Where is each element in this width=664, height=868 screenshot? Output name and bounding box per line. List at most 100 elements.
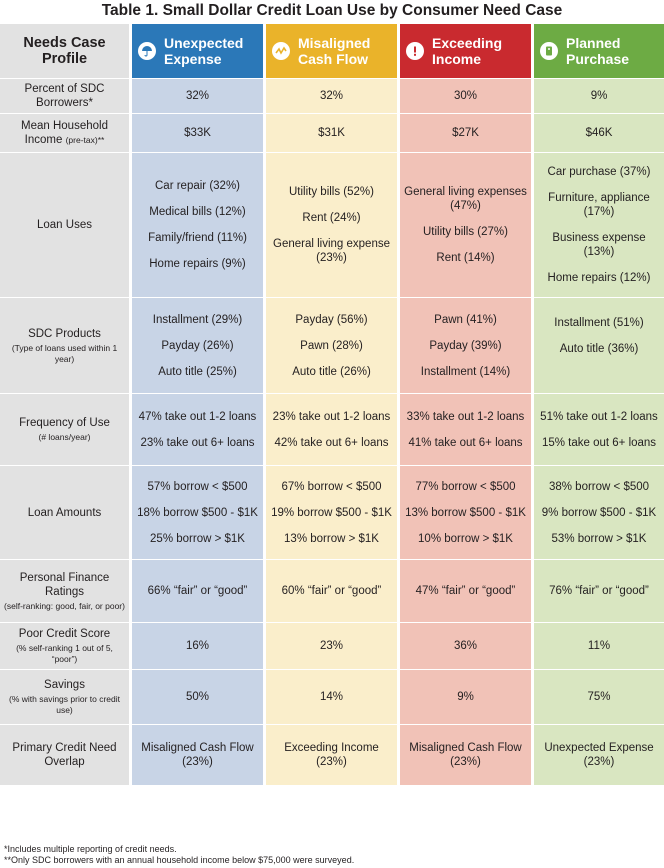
- row-label: Frequency of Use (# loans/year): [0, 394, 132, 465]
- list-item: Auto title (36%): [559, 343, 639, 355]
- row-label-text: Frequency of Use: [19, 417, 110, 429]
- row-label-sub: (pre-tax)**: [65, 135, 105, 145]
- row-label-sub: (# loans/year): [38, 432, 91, 442]
- row-label-text: Loan Uses: [37, 219, 92, 231]
- header-planned-purchase: Planned Purchase: [534, 24, 664, 78]
- profile-header: Needs Case Profile: [0, 24, 132, 78]
- list-item: Rent (24%): [302, 212, 361, 224]
- list-item: 15% take out 6+ loans: [541, 436, 657, 449]
- row-label: SDC Products (Type of loans used within …: [0, 298, 132, 393]
- row-label-text: Loan Amounts: [27, 506, 102, 519]
- list-item: General living expenses (47%): [404, 186, 527, 212]
- table-cell: 75%: [534, 670, 664, 724]
- list-item: Pawn (41%): [434, 313, 497, 326]
- row-label: Mean Household Income (pre-tax)**: [0, 114, 132, 152]
- table-cell: Pawn (41%) Payday (39%) Installment (14%…: [400, 298, 534, 393]
- table-cell: 23%: [266, 623, 400, 669]
- table-cell: Utility bills (52%) Rent (24%) General l…: [266, 153, 400, 297]
- list-item: 38% borrow < $500: [548, 480, 650, 493]
- table-cell: Misaligned Cash Flow (23%): [132, 725, 266, 785]
- list-item: 23% take out 1-2 loans: [272, 410, 391, 423]
- list-item: Car purchase (37%): [547, 166, 651, 178]
- row-label-text: Percent of SDC Borrowers*: [24, 83, 105, 109]
- list-item: Payday (56%): [295, 313, 368, 326]
- table-cell: 30%: [400, 79, 534, 113]
- list-item: Pawn (28%): [300, 339, 363, 352]
- list-item: Furniture, appliance (17%): [548, 192, 650, 218]
- table-cell: 76% “fair” or “good”: [534, 560, 664, 622]
- needs-case-table: Needs Case Profile Unexpected Expense Mi…: [0, 24, 664, 785]
- table-cell: 14%: [266, 670, 400, 724]
- table-cell: Misaligned Cash Flow (23%): [400, 725, 534, 785]
- table-cell: $31K: [266, 114, 400, 152]
- header-unexpected-expense: Unexpected Expense: [132, 24, 266, 78]
- table-cell: $46K: [534, 114, 664, 152]
- table-row: Poor Credit Score (% self-ranking 1 out …: [0, 623, 664, 670]
- list-item: 53% borrow > $1K: [551, 532, 647, 545]
- table-cell: 38% borrow < $500 9% borrow $500 - $1K 5…: [534, 466, 664, 559]
- table-row: Percent of SDC Borrowers* 32% 32% 30% 9%: [0, 79, 664, 114]
- table-cell: 47% “fair” or “good”: [400, 560, 534, 622]
- row-label-text: Savings: [44, 679, 85, 691]
- list-item: Utility bills (27%): [423, 226, 508, 238]
- list-item: 51% take out 1-2 loans: [540, 410, 658, 423]
- row-label-text: Mean Household Income (pre-tax)**: [4, 119, 125, 147]
- table-row: Loan Uses Car repair (32%) Medical bills…: [0, 153, 664, 298]
- list-item: 19% borrow $500 - $1K: [271, 506, 392, 519]
- price-tag-icon: [540, 42, 558, 60]
- footnote: *Includes multiple reporting of credit n…: [4, 844, 177, 854]
- table-cell: $27K: [400, 114, 534, 152]
- row-label-text: Primary Credit Need Overlap: [12, 742, 117, 768]
- table-cell: 47% take out 1-2 loans 23% take out 6+ l…: [132, 394, 266, 465]
- row-label-sub: (% with savings prior to credit use): [8, 694, 120, 715]
- row-label-text: Poor Credit Score: [18, 628, 111, 640]
- table-cell: $33K: [132, 114, 266, 152]
- table-row: Primary Credit Need Overlap Misaligned C…: [0, 725, 664, 785]
- list-item: 13% borrow > $1K: [284, 532, 379, 545]
- table-cell: Installment (51%) Auto title (36%): [534, 298, 664, 393]
- list-item: Installment (51%): [554, 317, 644, 329]
- list-item: 67% borrow < $500: [281, 480, 382, 493]
- list-item: Installment (14%): [420, 365, 511, 378]
- list-item: 25% borrow > $1K: [150, 532, 245, 545]
- table-cell: Payday (56%) Pawn (28%) Auto title (26%): [266, 298, 400, 393]
- umbrella-icon: [138, 42, 156, 60]
- list-item: Auto title (25%): [158, 365, 237, 378]
- row-label-text: SDC Products: [28, 327, 101, 340]
- row-label-sub: (% self-ranking 1 out of 5, “poor”): [16, 643, 113, 664]
- row-label: Loan Amounts: [0, 466, 132, 559]
- list-item: Payday (26%): [161, 339, 234, 352]
- list-item: Installment (29%): [152, 313, 243, 326]
- list-item: Utility bills (52%): [289, 186, 374, 198]
- table-cell: 57% borrow < $500 18% borrow $500 - $1K …: [132, 466, 266, 559]
- table-cell: 67% borrow < $500 19% borrow $500 - $1K …: [266, 466, 400, 559]
- table-cell: 66% “fair” or “good”: [132, 560, 266, 622]
- list-item: 77% borrow < $500: [415, 480, 516, 493]
- list-item: Home repairs (9%): [149, 258, 246, 270]
- table-cell: 16%: [132, 623, 266, 669]
- list-item: Rent (14%): [436, 252, 495, 264]
- zigzag-icon: [272, 42, 290, 60]
- list-item: Payday (39%): [429, 339, 502, 352]
- list-item: Family/friend (11%): [148, 232, 247, 244]
- row-label: Percent of SDC Borrowers*: [0, 79, 132, 113]
- table-row: Savings (% with savings prior to credit …: [0, 670, 664, 725]
- table-cell: 60% “fair” or “good”: [266, 560, 400, 622]
- table-cell: 32%: [266, 79, 400, 113]
- table-cell: 77% borrow < $500 13% borrow $500 - $1K …: [400, 466, 534, 559]
- row-label: Primary Credit Need Overlap: [0, 725, 132, 785]
- row-label-sub: (self-ranking: good, fair, or poor): [4, 600, 125, 611]
- alert-icon: [406, 42, 424, 60]
- table-cell: Exceeding Income (23%): [266, 725, 400, 785]
- table-row: Mean Household Income (pre-tax)** $33K $…: [0, 114, 664, 153]
- table-cell: Unexpected Expense (23%): [534, 725, 664, 785]
- header-row: Needs Case Profile Unexpected Expense Mi…: [0, 24, 664, 79]
- list-item: 33% take out 1-2 loans: [406, 410, 525, 423]
- list-item: Business expense (13%): [552, 232, 646, 258]
- table-cell: 11%: [534, 623, 664, 669]
- table-cell: General living expenses (47%) Utility bi…: [400, 153, 534, 297]
- list-item: Auto title (26%): [292, 365, 371, 378]
- list-item: 41% take out 6+ loans: [408, 436, 523, 449]
- table-row: Personal Finance Ratings (self-ranking: …: [0, 560, 664, 623]
- table-cell: 9%: [534, 79, 664, 113]
